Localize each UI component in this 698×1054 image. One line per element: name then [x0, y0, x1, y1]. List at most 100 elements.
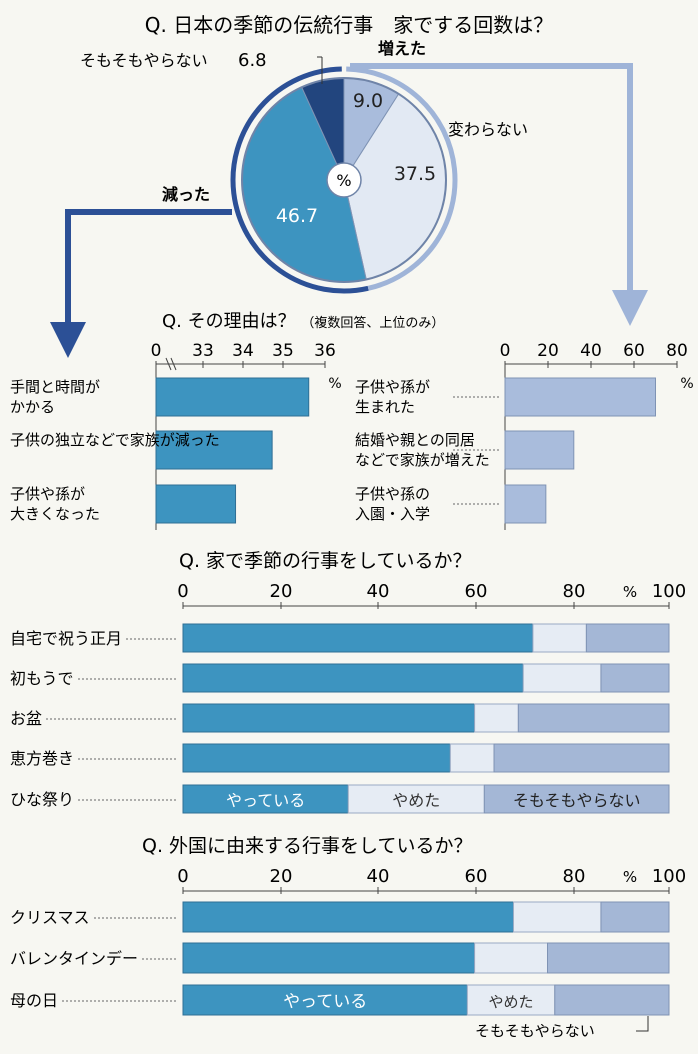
- stack-category-label: お盆: [10, 709, 42, 728]
- stack-segment: [512, 901, 602, 933]
- reason-unit: %: [680, 376, 693, 392]
- stack-tick-label: 40: [367, 581, 390, 602]
- stack-category-label: クリスマス: [10, 908, 90, 927]
- stack-tick-label: 80: [563, 866, 586, 887]
- reason-bar: [155, 430, 273, 470]
- reason-category-label-line: 子供や孫が: [355, 378, 430, 396]
- reason-bar: [504, 430, 575, 470]
- label-increased: 増えた: [378, 39, 426, 58]
- stack-segment: [182, 663, 524, 693]
- series-label-inbar: やめた: [489, 993, 534, 1011]
- stack-segment: [532, 623, 587, 653]
- reason-category-label-line: 生まれた: [355, 398, 415, 416]
- stack-segment: [182, 784, 349, 814]
- series-label-inbar: やっている: [283, 992, 367, 1012]
- label-decreased: 減った: [162, 185, 210, 204]
- reason-tick-label: 40: [580, 341, 602, 361]
- stack-segment: [585, 623, 670, 653]
- stack-segment: [347, 784, 485, 814]
- stack-segment: [547, 942, 670, 974]
- stack-tick-label: 20: [270, 866, 293, 887]
- reason-title-sub: （複数回答、上位のみ）: [301, 315, 444, 331]
- reason-category-label: 子供や孫の入園・入学: [355, 485, 430, 523]
- pie-value-1: 9.0: [353, 90, 383, 112]
- reason-category-label-line: などで家族が増えた: [355, 451, 490, 469]
- stack-tick-label: 100: [652, 581, 686, 602]
- increase-arrow: [350, 63, 648, 326]
- pie-center: [326, 162, 362, 198]
- pie-outline: [241, 77, 447, 283]
- series-label-inbar: やっている: [226, 791, 305, 810]
- reason-title: Q. その理由は？ （複数回答、上位のみ）: [162, 311, 444, 332]
- reason-bar: [504, 377, 656, 417]
- stack-tick-label: 20: [270, 581, 293, 602]
- reason-category-label: 手間と時間がかかる: [10, 378, 100, 416]
- reason-tick-label: 20: [537, 341, 559, 361]
- stack-segment: [474, 703, 519, 733]
- reason-category-label-line: 手間と時間が: [10, 378, 100, 396]
- stack-segment: [493, 743, 670, 773]
- series-label-inbar: やめた: [392, 791, 440, 810]
- reason-category-label-line: 入園・入学: [355, 505, 430, 523]
- stack-segment: [600, 901, 670, 933]
- stack-segment: [517, 703, 670, 733]
- reason-category-label-line: 大きくなった: [10, 505, 100, 523]
- stack-category-label: ひな祭り: [10, 790, 74, 809]
- pie-center-label: %: [336, 171, 351, 190]
- reason-category-label: 子供や孫が生まれた: [355, 378, 430, 416]
- stack-category-label: 母の日: [10, 991, 58, 1010]
- reason-category-label: 子供の独立などで家族が減った: [10, 431, 220, 449]
- stack-segment: [474, 942, 549, 974]
- reason-category-label-line: 結婚や親との同居: [355, 431, 475, 449]
- reason-bar: [504, 484, 547, 524]
- stack-segment: [182, 743, 451, 773]
- stack-segment: [449, 743, 495, 773]
- reason-bar: [155, 484, 237, 524]
- reason-chart-increase: 0 20 40 60 80%子供や孫が生まれた結婚や親との同居などで家族が増えた子供や孫…: [355, 341, 694, 530]
- stack-tick-label: 80: [563, 581, 586, 602]
- reason-tick-label: 80: [666, 341, 688, 361]
- stack-segment: [182, 942, 476, 974]
- series-label-inbar: そもそもやらない: [513, 791, 641, 810]
- foreign-title: Q. 外国に由来する行事をしているか？: [142, 835, 472, 857]
- stack-segment: [182, 984, 468, 1016]
- pie-value-3: 46.7: [276, 205, 318, 227]
- stack-unit: %: [623, 868, 637, 886]
- reason-category-label-line: 子供の独立などで家族が減った: [10, 431, 220, 449]
- reason-unit: %: [328, 376, 341, 392]
- reason-title-main: Q. その理由は？: [162, 311, 296, 332]
- stack-tick-label: 60: [465, 866, 488, 887]
- reason-tick-label: 33: [192, 341, 214, 361]
- stack-segment: [522, 663, 602, 693]
- label-unchanged: 変わらない: [448, 120, 528, 139]
- reason-chart-decrease: 0 33 34 35 36% 手間と時間がかかる子供の独立などで家族が減った子供や孫が大き…: [10, 341, 342, 530]
- pie-value-4: 6.8: [238, 50, 267, 71]
- reason-category-label-line: 子供や孫の: [355, 485, 430, 503]
- label-never: そもそもやらない: [80, 51, 208, 70]
- reason-category-label: 子供や孫が大きくなった: [10, 485, 100, 523]
- reason-category-label-line: かかる: [10, 398, 55, 416]
- stack-segment: [554, 984, 670, 1016]
- reason-tick-label: 0: [151, 341, 162, 361]
- stack-category-label: 恵方巻き: [10, 749, 74, 768]
- stack-category-label: 自宅で祝う正月: [10, 629, 122, 648]
- decrease-arc: [230, 66, 369, 294]
- stack-tick-label: 100: [652, 866, 686, 887]
- pie-value-2: 37.5: [394, 163, 436, 185]
- increase-arc: [346, 66, 458, 291]
- pie-title: Q. 日本の季節の伝統行事 家でする回数は？: [145, 13, 553, 37]
- stack-segment: [182, 703, 476, 733]
- stack-tick-label: 0: [177, 866, 188, 887]
- reason-category-label-line: 子供や孫が: [10, 485, 85, 503]
- stack-tick-label: 60: [465, 581, 488, 602]
- stack-segment: [182, 623, 534, 653]
- stack-segment: [483, 784, 670, 814]
- series-label-callout: そもそもやらない: [475, 1022, 595, 1040]
- decrease-arrow: [50, 209, 232, 358]
- stack-unit: %: [623, 583, 637, 601]
